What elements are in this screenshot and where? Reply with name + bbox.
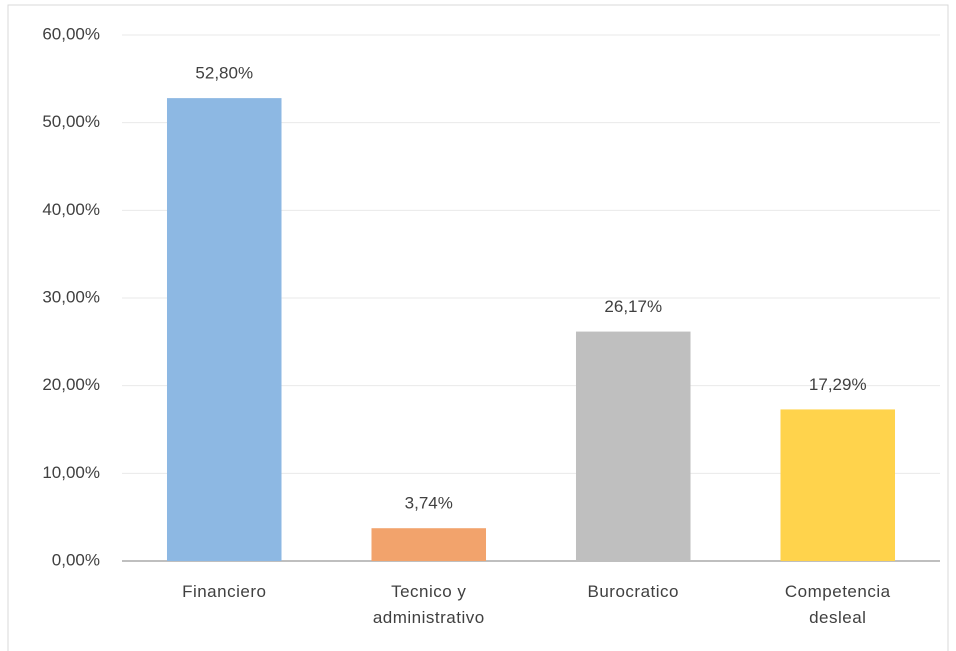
x-tick-label: Tecnico y administrativo xyxy=(372,582,485,627)
bar xyxy=(166,98,282,562)
bar xyxy=(780,409,896,561)
x-tick-label: Burocratico xyxy=(587,582,679,601)
data-label: 26,17% xyxy=(604,297,662,316)
x-tick-label: Competencia desleal xyxy=(784,582,891,627)
y-tick-label: 0,00% xyxy=(52,550,100,569)
y-tick-label: 60,00% xyxy=(42,24,100,43)
bar xyxy=(575,331,691,561)
y-tick-label: 50,00% xyxy=(42,112,100,131)
y-tick-label: 10,00% xyxy=(42,463,100,482)
chart-border xyxy=(7,4,949,651)
data-label: 3,74% xyxy=(405,494,453,513)
data-label: 17,29% xyxy=(809,375,867,394)
y-tick-label: 20,00% xyxy=(42,375,100,394)
data-label: 52,80% xyxy=(195,64,253,83)
y-tick-label: 40,00% xyxy=(42,200,100,219)
bar xyxy=(371,528,487,561)
y-tick-label: 30,00% xyxy=(42,287,100,306)
x-tick-label: Financiero xyxy=(182,582,267,601)
